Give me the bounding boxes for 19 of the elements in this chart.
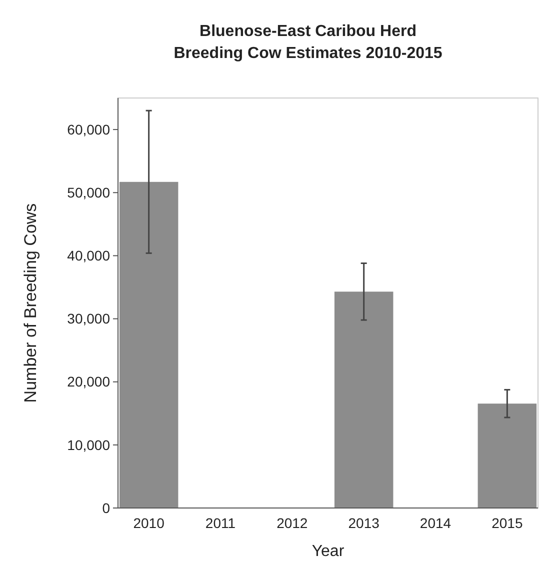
- y-tick-label: 0: [102, 500, 110, 516]
- bar: [478, 404, 537, 508]
- y-tick-label: 60,000: [67, 121, 110, 138]
- x-tick-label: 2011: [205, 515, 236, 531]
- y-tick-label: 10,000: [67, 436, 110, 453]
- y-tick-label: 20,000: [67, 374, 110, 390]
- x-tick-label: 2015: [492, 515, 523, 531]
- y-tick-label: 30,000: [67, 310, 110, 327]
- y-tick-label: 40,000: [67, 248, 110, 264]
- x-axis-title: Year: [312, 543, 345, 560]
- x-tick-label: 2013: [348, 515, 380, 531]
- y-axis-title: Number of Breeding Cows: [21, 203, 40, 403]
- x-tick-label: 2010: [133, 515, 165, 531]
- x-tick-label: 2012: [276, 515, 308, 531]
- y-tick-label: 50,000: [67, 184, 110, 201]
- bar: [119, 182, 178, 508]
- chart-title: Bluenose-East Caribou Herd Breeding Cow Estimates 2010-2015: [174, 23, 442, 62]
- x-tick-label: 2014: [420, 515, 452, 531]
- bar: [334, 292, 394, 508]
